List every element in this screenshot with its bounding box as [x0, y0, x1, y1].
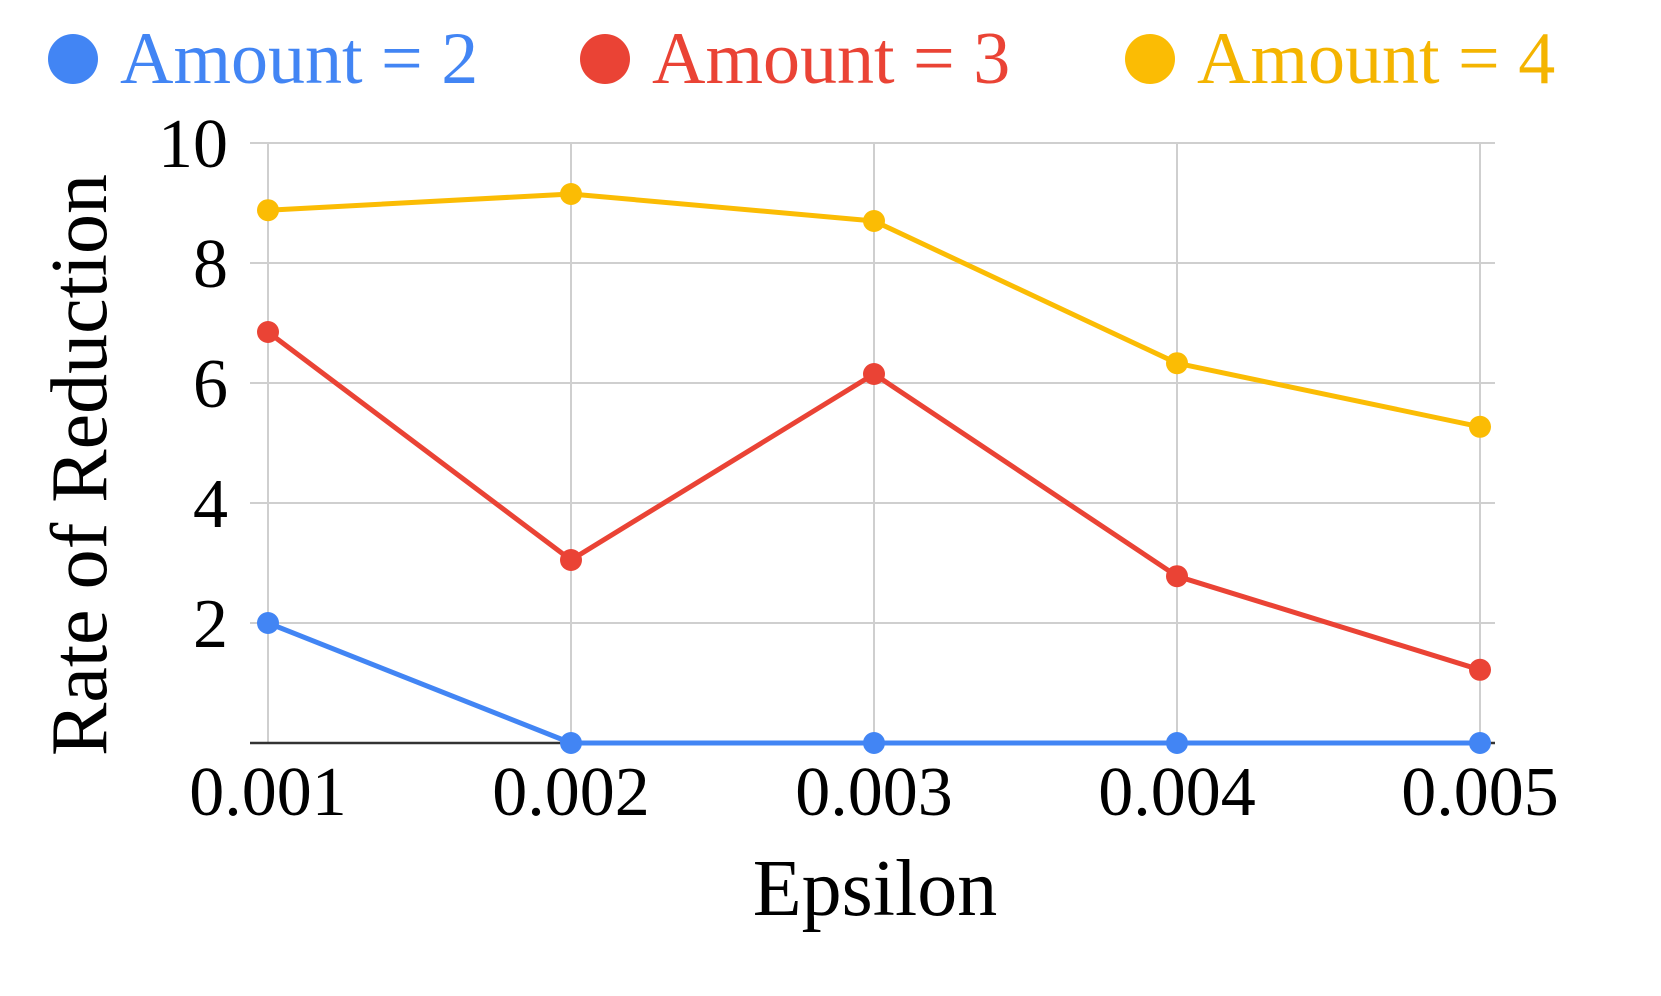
series-group: [257, 183, 1491, 754]
data-point[interactable]: [863, 363, 885, 385]
data-point[interactable]: [1166, 352, 1188, 375]
data-point[interactable]: [257, 321, 279, 343]
data-point[interactable]: [863, 210, 885, 232]
data-point[interactable]: [257, 199, 279, 222]
legend-marker-amount-4: [1125, 34, 1175, 84]
y-tick-label: 2: [193, 586, 228, 663]
data-point[interactable]: [560, 183, 582, 205]
data-point[interactable]: [1469, 658, 1491, 681]
legend-item-amount-2[interactable]: Amount = 2: [48, 14, 478, 104]
y-tick-label: 4: [193, 466, 228, 543]
y-tick-label: 6: [193, 346, 228, 423]
y-axis-ticks: 10 8 6 4 2: [158, 106, 228, 663]
data-point[interactable]: [1469, 415, 1491, 438]
x-tick-label: 0.005: [1401, 754, 1559, 831]
series-amount-4: [257, 183, 1491, 438]
y-axis-title: Rate of Reduction: [36, 174, 124, 756]
legend: Amount = 2 Amount = 3 Amount = 4: [0, 14, 1661, 104]
legend-marker-amount-3: [580, 34, 630, 84]
x-tick-label: 0.004: [1098, 754, 1256, 831]
data-point[interactable]: [863, 732, 885, 754]
series-amount-3: [257, 321, 1491, 681]
x-axis-title: Epsilon: [753, 845, 997, 933]
series-amount-2: [257, 612, 1491, 754]
legend-label-amount-3: Amount = 3: [652, 18, 1011, 100]
x-tick-label: 0.003: [795, 754, 953, 831]
legend-item-amount-4[interactable]: Amount = 4: [1125, 14, 1555, 104]
legend-label-amount-2: Amount = 2: [120, 18, 479, 100]
data-point[interactable]: [1469, 732, 1491, 754]
data-point[interactable]: [560, 732, 582, 754]
y-tick-label: 10: [158, 106, 228, 183]
legend-label-amount-4: Amount = 4: [1197, 18, 1556, 100]
data-point[interactable]: [1166, 732, 1188, 754]
legend-item-amount-3[interactable]: Amount = 3: [580, 14, 1010, 104]
y-tick-label: 8: [193, 226, 228, 303]
legend-marker-amount-2: [48, 34, 98, 84]
x-axis-ticks: 0.001 0.002 0.003 0.004 0.005: [189, 754, 1559, 831]
x-tick-label: 0.001: [189, 754, 347, 831]
grid-lines: [250, 142, 1495, 743]
data-point[interactable]: [257, 612, 279, 634]
data-point[interactable]: [1166, 565, 1188, 588]
data-point[interactable]: [560, 549, 582, 571]
x-tick-label: 0.002: [492, 754, 650, 831]
